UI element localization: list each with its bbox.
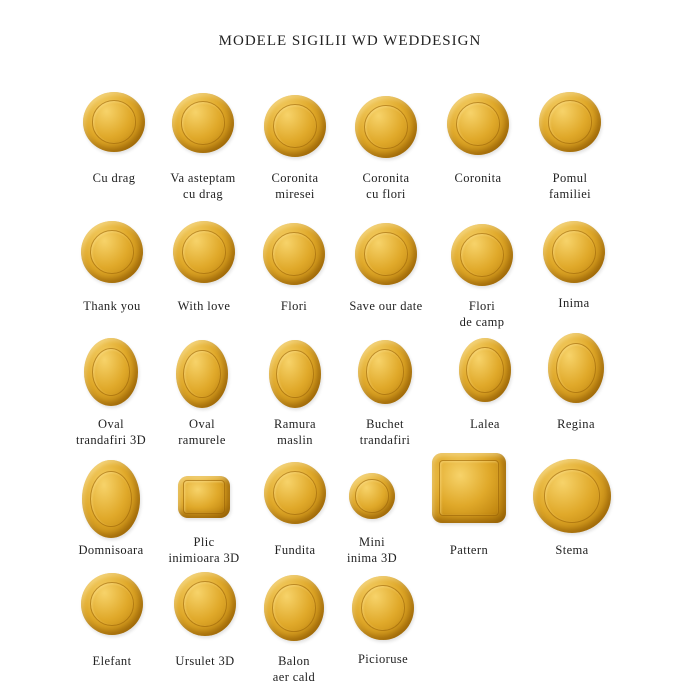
wax-seal-image — [269, 340, 321, 408]
seal-label-line: Oval — [189, 417, 215, 431]
seal-label: Buchet trandafiri — [360, 417, 411, 448]
seal-label: Elefant — [93, 654, 132, 670]
wax-seal-image — [352, 576, 414, 640]
wax-seal-image — [349, 473, 395, 519]
seal-label: Regina — [557, 417, 595, 433]
wax-seal-image — [81, 221, 143, 283]
seal-label-line: Lalea — [470, 417, 500, 431]
wax-seal-image — [173, 221, 235, 283]
seal-label: Picioruse — [358, 652, 408, 668]
wax-seal-image — [82, 460, 140, 538]
seal-label-line: Balon — [278, 654, 310, 668]
seal-label-line: miresei — [275, 186, 315, 201]
seal-label: Flori — [281, 299, 307, 315]
wax-seal-image — [176, 340, 228, 408]
seal-label-line: Inima — [558, 296, 590, 310]
seal-label-line: Ursulet 3D — [175, 654, 235, 668]
seal-label: Save our date — [349, 299, 422, 315]
seal-label-line: Coronita — [271, 171, 319, 185]
wax-seal-image — [264, 462, 326, 524]
wax-seal-image — [355, 96, 417, 158]
seal-label: Plic inimioara 3D — [168, 535, 239, 566]
seal-label-line: Flori — [280, 299, 308, 313]
wax-seal-image — [264, 575, 324, 641]
seal-label: Stema — [555, 543, 588, 559]
seal-label: Oval ramurele — [178, 417, 226, 448]
wax-seal-image — [178, 476, 230, 518]
seal-label-line: Cu drag — [92, 171, 136, 185]
wax-seal-image — [459, 338, 511, 402]
wax-seal-image — [84, 338, 138, 406]
seal-label: Coronita miresei — [272, 171, 319, 202]
seal-label: Coronita — [455, 171, 502, 187]
seal-label-line: Fundita — [274, 543, 316, 557]
seal-label-line: cu flori — [366, 186, 406, 201]
seal-label-line: de camp — [459, 314, 505, 329]
seal-label: Lalea — [470, 417, 500, 433]
seal-label-line: Pattern — [449, 543, 489, 557]
seal-label-line: Flori — [468, 299, 496, 313]
seal-label-line: Va asteptam — [170, 171, 236, 185]
seal-label-line: Save our date — [349, 299, 423, 313]
seal-label-line: Oval — [98, 417, 124, 431]
seal-label-line: Coronita — [362, 171, 410, 185]
seal-label-line: With love — [177, 299, 231, 313]
seal-label: Fundita — [275, 543, 316, 559]
wax-seal-image — [83, 92, 145, 152]
seal-label: Coronita cu flori — [363, 171, 410, 202]
wax-seal-image — [358, 340, 412, 404]
seal-label: Inima — [558, 296, 589, 312]
seal-label: With love — [178, 299, 231, 315]
seal-label-line: Stema — [555, 543, 589, 557]
seal-label-line: Pomul — [552, 171, 588, 185]
seal-label-line: Thank you — [83, 299, 141, 313]
seal-label-line: Regina — [557, 417, 595, 431]
wax-seal-image — [81, 573, 143, 635]
wax-seal-image — [539, 92, 601, 152]
seal-label-line: Buchet — [366, 417, 404, 431]
seal-label: Thank you — [83, 299, 140, 315]
seal-label-line: Mini — [359, 535, 385, 549]
seal-label-line: maslin — [277, 432, 313, 447]
wax-seal-image — [174, 572, 236, 636]
seal-label: Flori de camp — [460, 299, 505, 330]
seal-label-line: Plic — [193, 535, 215, 549]
seal-label: Cu drag — [93, 171, 136, 187]
wax-seal-image — [533, 459, 611, 533]
page-title: MODELE SIGILII WD WEDDESIGN — [218, 33, 482, 49]
seal-label-line: aer cald — [272, 669, 316, 684]
seal-label: Balon aer cald — [273, 654, 315, 685]
seal-label-line: Domnisoara — [78, 543, 144, 557]
seal-label: Pomul familiei — [549, 171, 591, 202]
seal-label-line: Picioruse — [357, 652, 409, 666]
seal-label-line: Ramura — [274, 417, 316, 431]
seal-label: Domnisoara — [78, 543, 143, 559]
seal-label-line: inimioara 3D — [168, 550, 240, 565]
wax-seal-image — [355, 223, 417, 285]
wax-seal-image — [451, 224, 513, 286]
seal-label: Ramura maslin — [274, 417, 316, 448]
seal-label-line: cu drag — [183, 186, 223, 201]
wax-seal-image — [432, 453, 506, 523]
seal-label-line: Coronita — [454, 171, 502, 185]
wax-seal-image — [172, 93, 234, 153]
wax-seal-image — [263, 223, 325, 285]
seal-label-line: ramurele — [178, 432, 226, 447]
seal-label: Mini inima 3D — [347, 535, 397, 566]
seal-label: Ursulet 3D — [175, 654, 234, 670]
wax-seal-image — [447, 93, 509, 155]
wax-seal-image — [548, 333, 604, 403]
seal-label-line: Elefant — [92, 654, 132, 668]
wax-seal-image — [264, 95, 326, 157]
seal-label: Pattern — [450, 543, 488, 559]
seal-label-line: familiei — [548, 186, 592, 201]
seal-label-line: inima 3D — [346, 550, 398, 565]
wax-seal-image — [543, 221, 605, 283]
seal-label: Oval trandafiri 3D — [76, 417, 146, 448]
seal-label: Va asteptam cu drag — [170, 171, 235, 202]
seal-label-line: trandafiri 3D — [75, 432, 147, 447]
seal-label-line: trandafiri — [359, 432, 411, 447]
